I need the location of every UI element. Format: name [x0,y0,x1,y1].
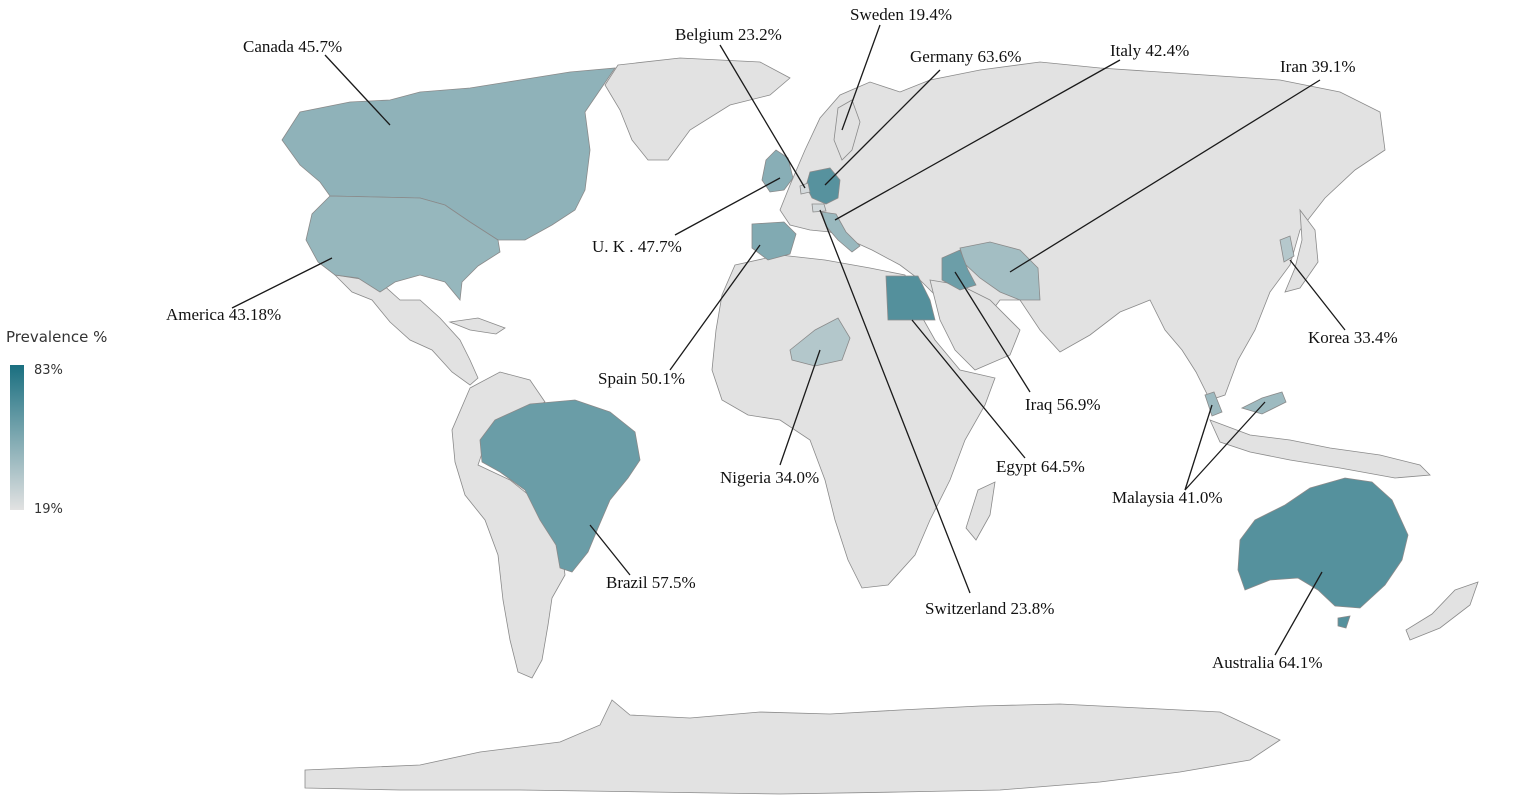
land-greenland [604,57,791,161]
label-australia: Australia 64.1% [1212,653,1323,672]
land-indonesia [1209,419,1431,479]
leader-lines [231,24,1346,656]
leader-america [231,257,333,309]
label-italy: Italy 42.4% [1110,41,1189,60]
country-spain[interactable] [751,221,797,261]
land-cuba [448,317,506,335]
country-labels: Canada 45.7% Belgium 23.2% Sweden 19.4% … [166,5,1398,672]
legend: Prevalence % 83% 19% [6,328,107,517]
label-korea: Korea 33.4% [1308,328,1398,347]
label-america: America 43.18% [166,305,281,324]
leader-belgium [719,44,806,189]
country-iran[interactable] [959,241,1041,301]
country-sweden[interactable] [833,99,861,161]
legend-color-scale [10,365,24,510]
country-switzerland[interactable] [811,203,827,213]
leader-spain [669,244,761,371]
leader-iran [1009,79,1321,273]
leader-korea [1289,259,1346,331]
leader-australia [1274,571,1323,656]
land-arabia [929,279,1021,371]
leader-brazil [589,524,631,576]
country-belgium[interactable] [799,182,811,195]
leader-egypt [911,319,1026,459]
label-uk: U. K . 47.7% [592,237,682,256]
label-sweden: Sweden 19.4% [850,5,952,24]
leader-iraq [954,271,1031,393]
land-mexico-central-america [333,274,479,386]
country-korea[interactable] [1279,235,1295,263]
leader-canada [324,54,391,126]
leader-malaysia-2 [1184,401,1266,491]
leader-germany [824,69,941,186]
country-brazil[interactable] [479,399,641,573]
land-antarctica [304,699,1281,795]
country-iraq[interactable] [941,249,977,291]
country-america[interactable] [305,195,501,301]
country-australia[interactable] [1237,477,1409,629]
country-malaysia[interactable] [1204,391,1287,417]
land-madagascar [965,481,996,541]
leader-uk [674,177,781,236]
label-germany: Germany 63.6% [910,47,1021,66]
land-new-zealand [1405,581,1479,641]
land-japan [1284,208,1319,293]
legend-max-label: 83% [34,363,63,378]
label-canada: Canada 45.7% [243,37,342,56]
label-brazil: Brazil 57.5% [606,573,696,592]
label-belgium: Belgium 23.2% [675,25,782,44]
label-spain: Spain 50.1% [598,369,685,388]
leader-switzerland [819,209,971,594]
leader-italy [834,59,1121,221]
label-egypt: Egypt 64.5% [996,457,1085,476]
data-countries [281,67,1409,629]
country-uk[interactable] [761,149,794,193]
label-nigeria: Nigeria 34.0% [720,468,819,487]
country-nigeria[interactable] [789,317,851,367]
leader-malaysia-1 [1184,404,1213,491]
legend-title: Prevalence % [6,328,107,346]
country-italy[interactable] [821,211,861,253]
country-egypt[interactable] [885,275,936,321]
base-land [304,57,1479,795]
leader-sweden [841,24,881,131]
label-switzerland: Switzerland 23.8% [925,599,1054,618]
label-malaysia: Malaysia 41.0% [1112,488,1223,507]
legend-min-label: 19% [34,502,63,517]
label-iraq: Iraq 56.9% [1025,395,1101,414]
leader-nigeria [779,349,821,466]
label-iran: Iran 39.1% [1280,57,1356,76]
